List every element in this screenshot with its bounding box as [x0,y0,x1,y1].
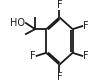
Text: F: F [83,51,89,61]
Text: F: F [83,21,89,31]
Text: F: F [57,0,62,10]
Text: HO: HO [10,18,25,28]
Text: F: F [57,72,62,82]
Text: F: F [30,51,36,61]
